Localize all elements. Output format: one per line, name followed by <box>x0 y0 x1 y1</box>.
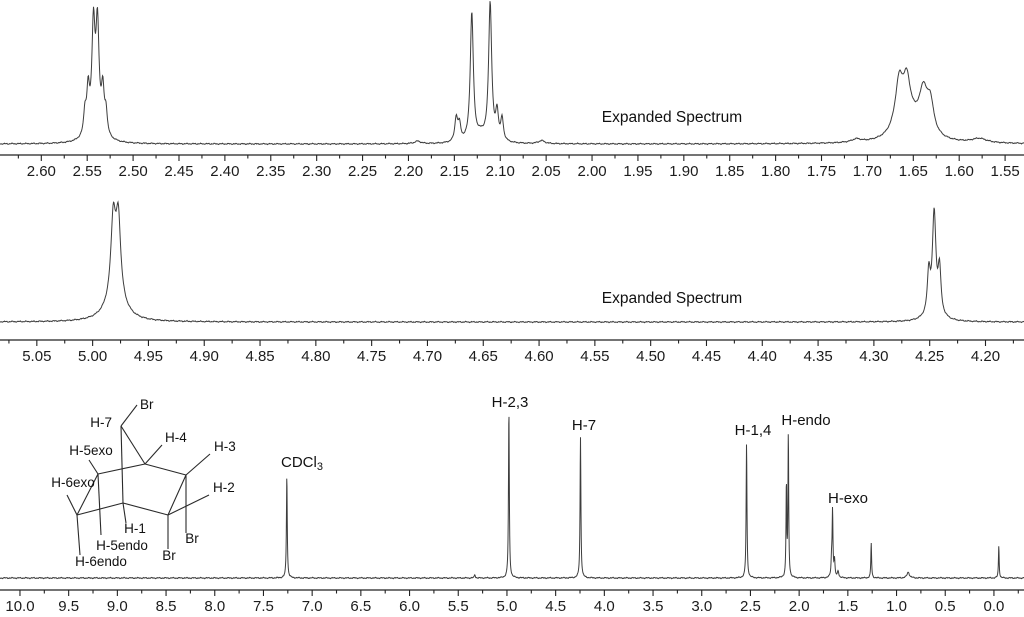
axis-tick-label: 0.0 <box>984 598 1005 615</box>
ppm-axis: 5.05 5.00 4.95 4.90 4.85 4.80 4.75 4.70 4.65 4.60… <box>0 339 1024 365</box>
axis-tick-label: 4.85 <box>245 348 274 365</box>
axis-tick-label: 2.25 <box>348 163 377 180</box>
ppm-axis: 2.60 2.55 2.50 2.45 2.40 2.35 2.30 2.25 2.20 2.15… <box>0 154 1024 180</box>
axis-tick-label: 1.95 <box>623 163 652 180</box>
axis-tick-label: 8.0 <box>204 598 225 615</box>
nmr-trace <box>0 200 1024 324</box>
axis-tick-label: 4.45 <box>692 348 721 365</box>
axis-tick-label: 2.30 <box>302 163 331 180</box>
axis-tick-label: 2.50 <box>118 163 147 180</box>
axis-tick-label: 4.70 <box>413 348 442 365</box>
axis-tick-label: 2.40 <box>210 163 239 180</box>
axis-tick-label: 1.5 <box>837 598 858 615</box>
struct-label-br-right: Br <box>185 531 199 546</box>
axis-tick-label: 1.90 <box>669 163 698 180</box>
axis-tick-label: 4.75 <box>357 348 386 365</box>
peak-label-h23: H-2,3 <box>492 394 529 411</box>
axis-tick-label: 4.80 <box>301 348 330 365</box>
axis-tick-label: 2.55 <box>73 163 102 180</box>
axis-tick-label: 1.65 <box>899 163 928 180</box>
axis-tick-label: 2.00 <box>577 163 606 180</box>
axis-tick-label: 2.10 <box>486 163 515 180</box>
axis-tick-label: 1.0 <box>886 598 907 615</box>
struct-label-br-bottom: Br <box>162 548 176 563</box>
axis-tick-label: 2.20 <box>394 163 423 180</box>
axis-tick-label: 5.00 <box>78 348 107 365</box>
peak-label-h14: H-1,4 <box>735 422 772 439</box>
axis-tick-label: 4.50 <box>636 348 665 365</box>
axis-tick-label: 4.40 <box>748 348 777 365</box>
axis-tick-label: 4.95 <box>134 348 163 365</box>
axis-tick-label: 4.0 <box>594 598 615 615</box>
solvent-peak-label: CDCl3 <box>281 454 323 473</box>
peak-label-hendo: H-endo <box>781 412 830 429</box>
axis-tick-label: 1.55 <box>990 163 1019 180</box>
peak-label-h7: H-7 <box>572 417 596 434</box>
axis-tick-label: 2.45 <box>164 163 193 180</box>
axis-tick-label: 4.65 <box>469 348 498 365</box>
axis-tick-label: 0.5 <box>935 598 956 615</box>
struct-label-h6exo: H-6exo <box>51 475 95 490</box>
axis-tick-label: 2.5 <box>740 598 761 615</box>
axis-tick-label: 1.75 <box>807 163 836 180</box>
axis-tick-label: 1.85 <box>715 163 744 180</box>
struct-label-h4: H-4 <box>165 430 187 445</box>
axis-tick-label: 4.5 <box>545 598 566 615</box>
axis-tick-label: 9.5 <box>58 598 79 615</box>
axis-tick-label: 4.25 <box>915 348 944 365</box>
axis-tick-label: 9.0 <box>107 598 128 615</box>
struct-label-h1: H-1 <box>124 521 146 536</box>
expanded-spectrum-panel-2: 5.05 5.00 4.95 4.90 4.85 4.80 4.75 4.70 4.65 4.60… <box>0 200 1024 365</box>
molecule-structure: Br H-7 H-4 H-3 H-5exo H-6exo H-2 H-1 H-5… <box>51 397 236 569</box>
axis-tick-label: 4.90 <box>190 348 219 365</box>
axis-tick-label: 2.60 <box>27 163 56 180</box>
struct-label-br-top: Br <box>140 397 154 412</box>
axis-tick-label: 6.0 <box>399 598 420 615</box>
nmr-trace <box>0 416 1024 580</box>
struct-label-h6endo: H-6endo <box>75 554 127 569</box>
axis-tick-label: 4.20 <box>971 348 1000 365</box>
axis-tick-label: 8.5 <box>156 598 177 615</box>
expanded-spectrum-panel-1: 2.60 2.55 2.50 2.45 2.40 2.35 2.30 2.25 2.20 2.15… <box>0 1 1024 180</box>
struct-label-h5exo: H-5exo <box>69 443 113 458</box>
axis-tick-label: 1.80 <box>761 163 790 180</box>
struct-label-h7: H-7 <box>90 415 112 430</box>
axis-tick-label: 7.0 <box>302 598 323 615</box>
axis-tick-label: 4.30 <box>859 348 888 365</box>
struct-label-h5endo: H-5endo <box>96 538 148 553</box>
axis-tick-label: 1.70 <box>853 163 882 180</box>
full-spectrum-panel: 10.0 9.5 9.0 8.5 8.0 7.5 7.0 6.5 6.0 5.5 5.0 4.5 4.0… <box>0 394 1024 615</box>
axis-tick-label: 10.0 <box>5 598 34 615</box>
axis-tick-label: 5.0 <box>497 598 518 615</box>
axis-tick-label: 4.60 <box>524 348 553 365</box>
axis-tick-label: 4.35 <box>803 348 832 365</box>
peak-label-hexo: H-exo <box>828 490 868 507</box>
expanded-spectrum-label: Expanded Spectrum <box>602 290 742 307</box>
axis-tick-label: 7.5 <box>253 598 274 615</box>
expanded-spectrum-label: Expanded Spectrum <box>602 109 742 126</box>
axis-tick-label: 2.05 <box>532 163 561 180</box>
nmr-trace <box>0 1 1024 146</box>
axis-tick-label: 4.55 <box>580 348 609 365</box>
struct-label-h2: H-2 <box>213 480 235 495</box>
axis-tick-label: 5.5 <box>448 598 469 615</box>
axis-tick-label: 3.5 <box>643 598 664 615</box>
axis-tick-label: 2.0 <box>789 598 810 615</box>
struct-label-h3: H-3 <box>214 439 236 454</box>
axis-tick-label: 1.60 <box>945 163 974 180</box>
axis-tick-label: 2.15 <box>440 163 469 180</box>
axis-tick-label: 6.5 <box>350 598 371 615</box>
axis-tick-label: 3.0 <box>691 598 712 615</box>
ppm-axis: 10.0 9.5 9.0 8.5 8.0 7.5 7.0 6.5 6.0 5.5 5.0 4.5 4.0… <box>0 589 1024 615</box>
axis-tick-label: 2.35 <box>256 163 285 180</box>
axis-tick-label: 5.05 <box>22 348 51 365</box>
